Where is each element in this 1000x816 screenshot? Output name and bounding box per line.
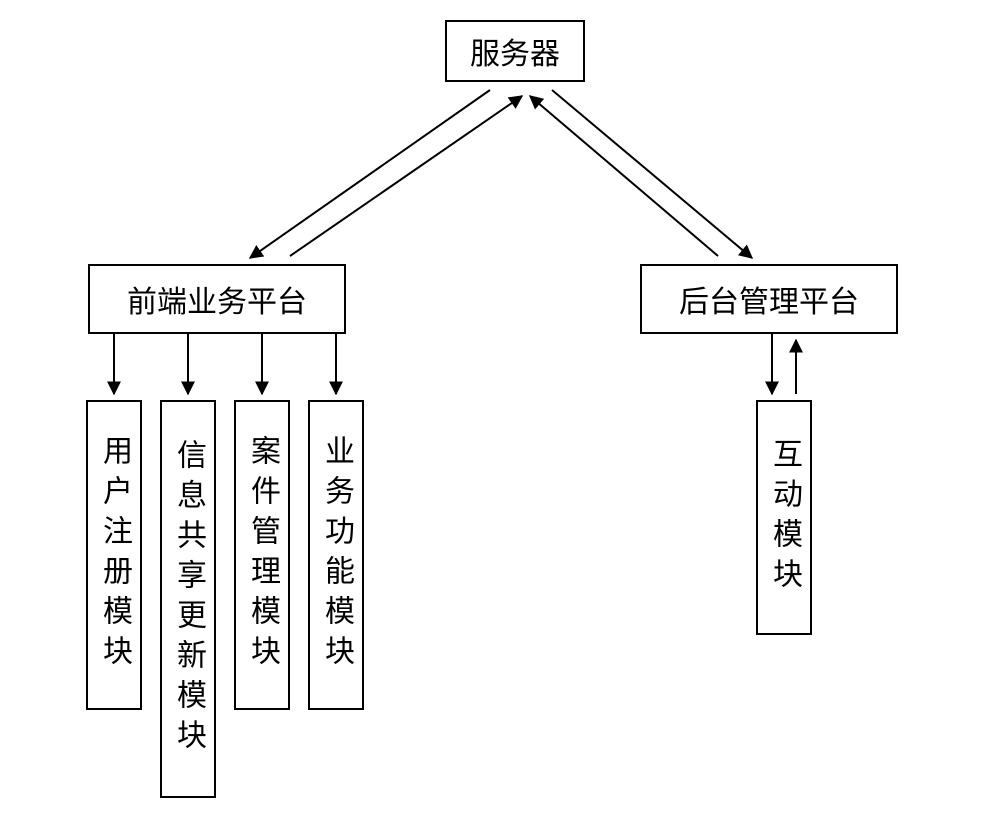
node-server: 服务器 <box>445 20 585 82</box>
edge-back_server_up <box>530 96 718 256</box>
node-label: 后台管理平台 <box>679 277 859 321</box>
node-back: 后台管理平台 <box>640 264 898 334</box>
node-m_user: 用户注册模块 <box>86 400 142 710</box>
edge-front_server_up <box>290 96 522 256</box>
node-m_info: 信息共享更新模块 <box>160 400 216 798</box>
edge-server_back_down <box>552 90 752 258</box>
node-label: 前端业务平台 <box>127 277 307 321</box>
node-label: 用户注册模块 <box>99 435 129 675</box>
node-label: 服务器 <box>470 29 560 73</box>
node-label: 信息共享更新模块 <box>173 439 203 759</box>
edge-server_front_down <box>250 90 490 258</box>
node-label: 案件管理模块 <box>247 435 277 675</box>
node-m_biz: 业务功能模块 <box>308 400 364 710</box>
node-m_case: 案件管理模块 <box>234 400 290 710</box>
node-label: 业务功能模块 <box>321 435 351 675</box>
node-label: 互动模块 <box>769 438 799 598</box>
diagram-edges <box>0 0 1000 816</box>
node-front: 前端业务平台 <box>88 264 346 334</box>
node-m_inter: 互动模块 <box>756 400 812 635</box>
